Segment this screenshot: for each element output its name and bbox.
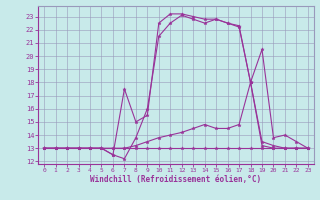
X-axis label: Windchill (Refroidissement éolien,°C): Windchill (Refroidissement éolien,°C) bbox=[91, 175, 261, 184]
